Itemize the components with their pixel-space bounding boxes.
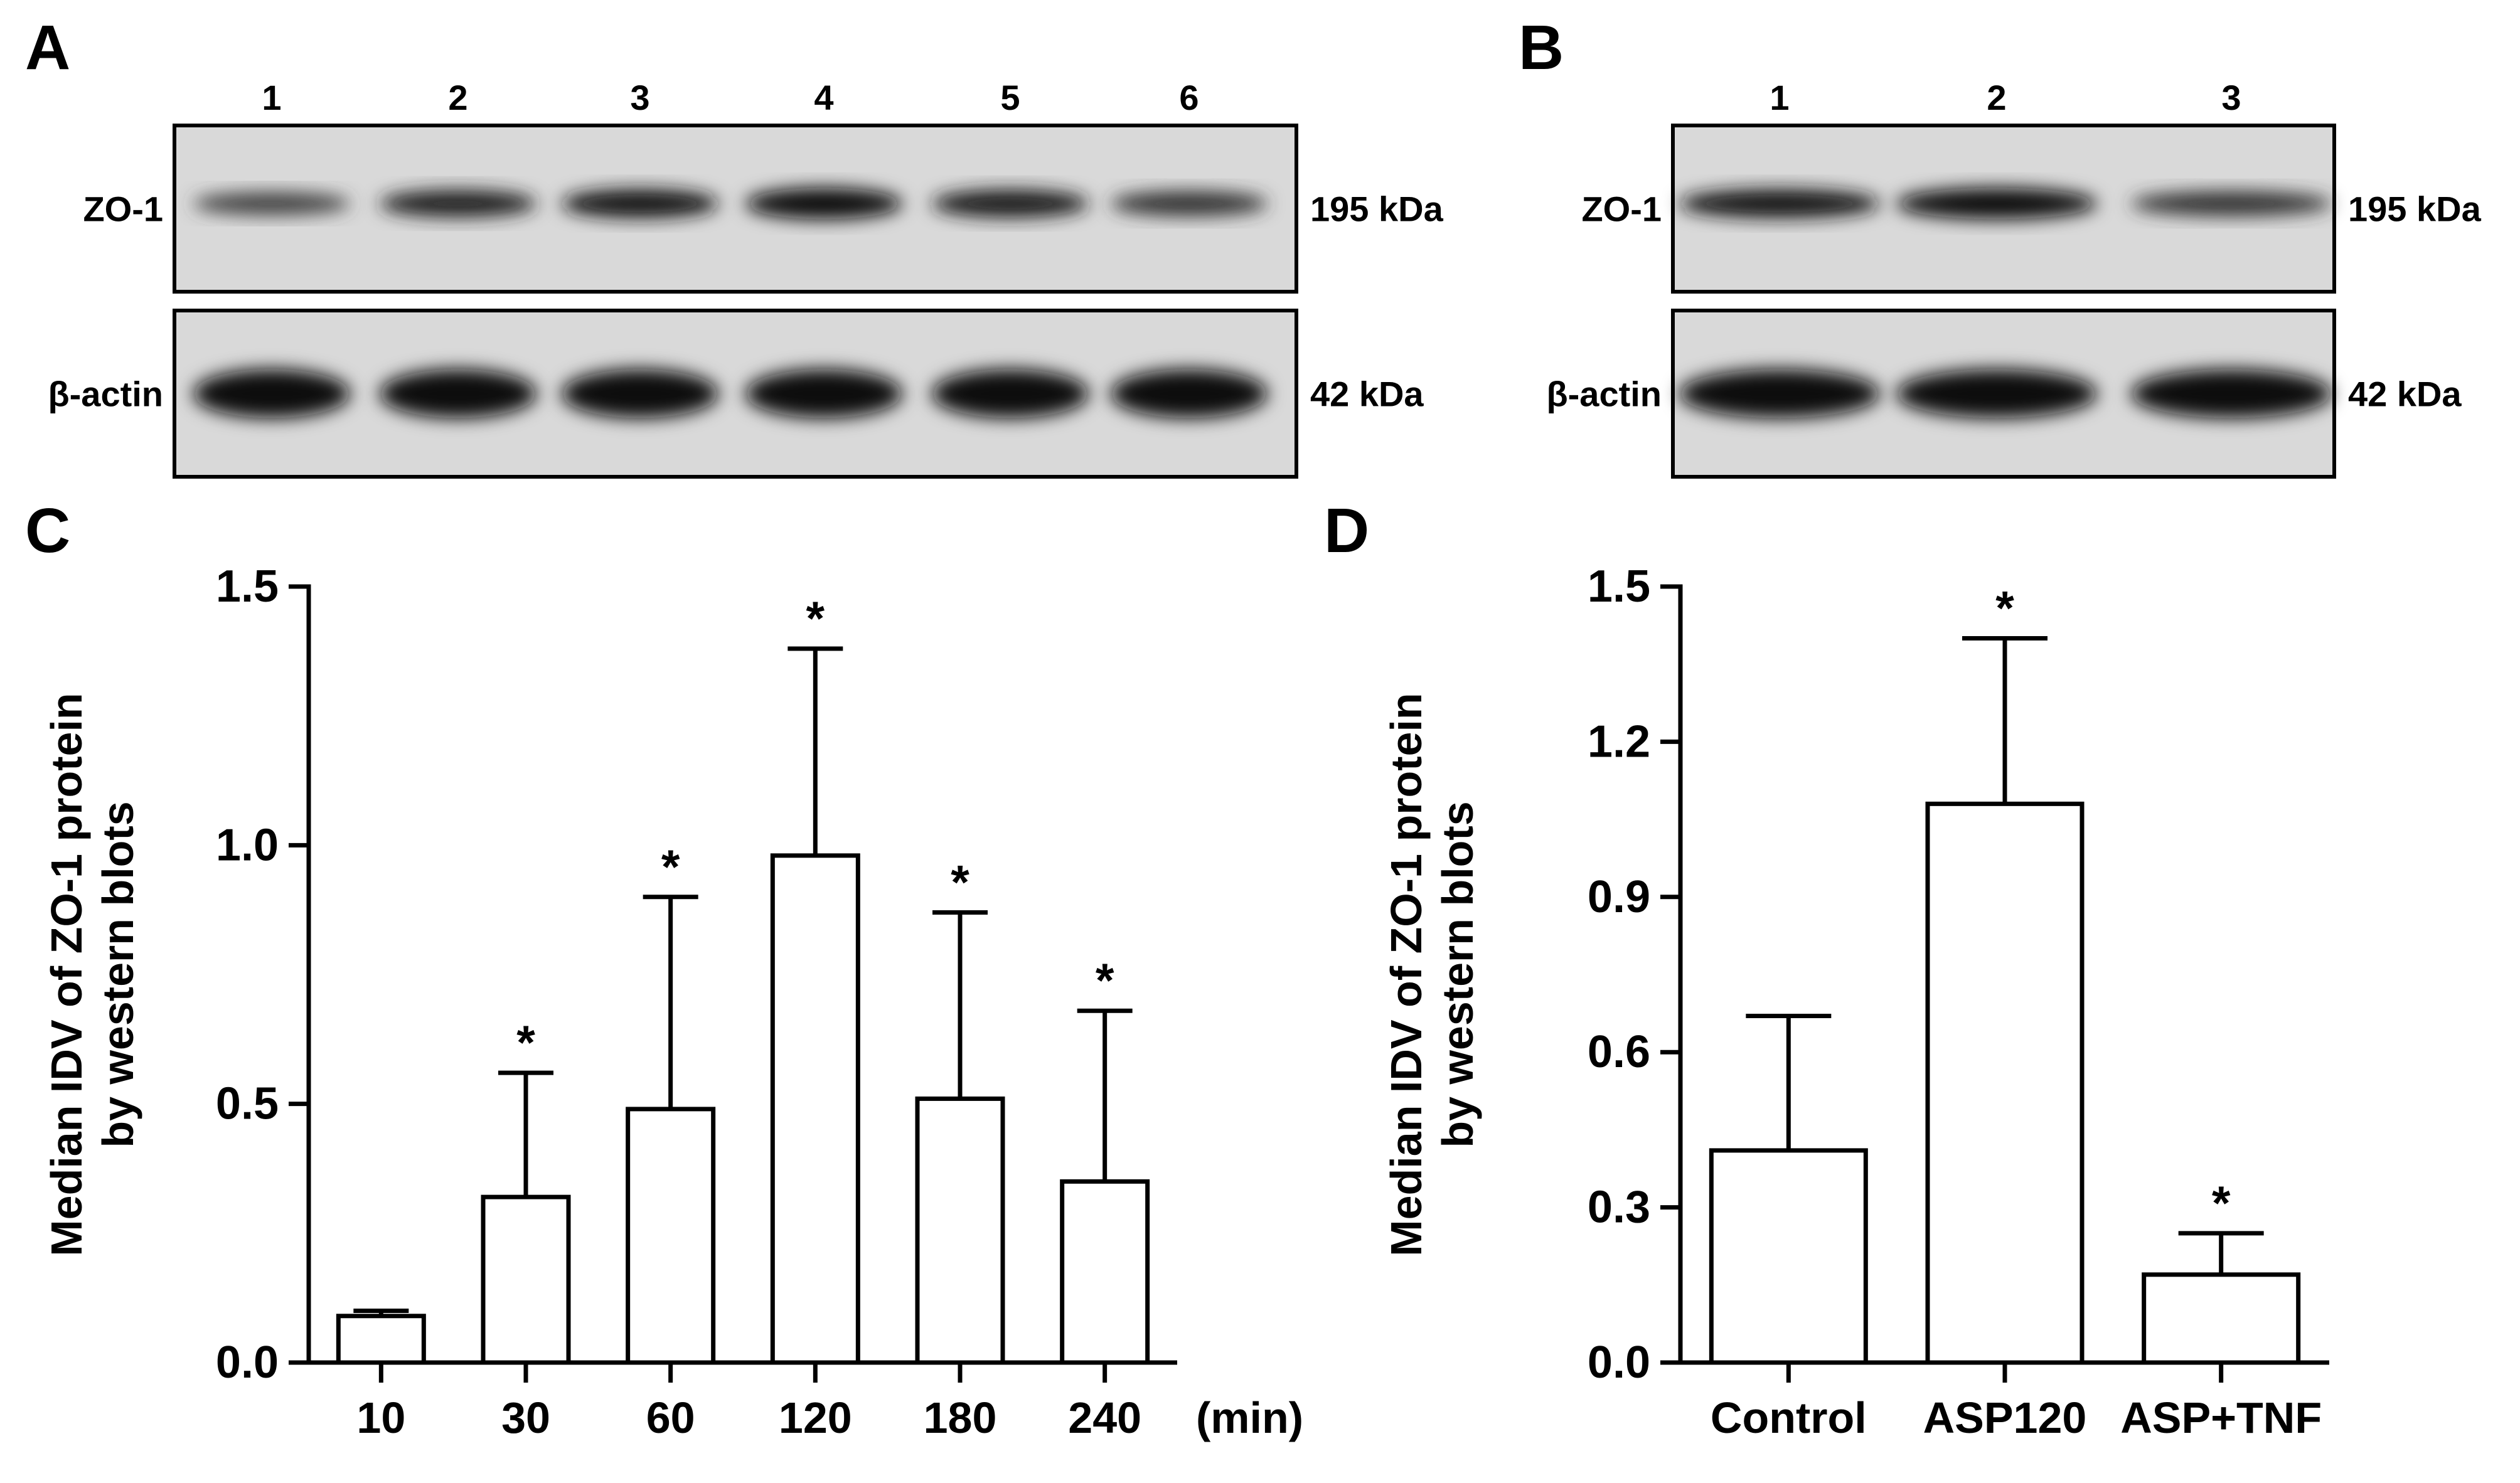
- x-tick-label: ASP120: [1923, 1393, 2087, 1442]
- protein-band: [1896, 188, 2097, 220]
- protein-band: [380, 369, 537, 418]
- blot-membrane: [173, 309, 1298, 479]
- lane-number-label: 3: [2221, 78, 2241, 117]
- bar: [1060, 1179, 1150, 1365]
- protein-band: [2131, 191, 2332, 216]
- x-tick-label: 240: [1068, 1393, 1141, 1442]
- bar: [770, 853, 860, 1365]
- significance-marker: *: [806, 592, 825, 646]
- y-tick-label: 1.5: [216, 561, 279, 612]
- panel-letter-c: C: [25, 496, 70, 566]
- lane-number-label: 2: [1987, 78, 2006, 117]
- x-tick-label: Control: [1711, 1393, 1867, 1442]
- lane-number-label: 4: [814, 78, 833, 117]
- lane-number-label: 6: [1179, 78, 1199, 117]
- protein-band: [193, 192, 350, 215]
- blot-size-label: 42 kDa: [1310, 375, 1424, 414]
- panel-letter-a: A: [25, 13, 70, 83]
- bar: [915, 1096, 1005, 1365]
- blot-protein-label: β-actin: [1546, 375, 1662, 414]
- lane-number-label: 3: [630, 78, 649, 117]
- significance-marker: *: [1096, 954, 1114, 1007]
- protein-band: [932, 189, 1089, 218]
- y-tick-label: 0.6: [1588, 1027, 1650, 1077]
- protein-band: [562, 189, 718, 218]
- y-axis-label: by western blots: [1433, 801, 1482, 1147]
- protein-band: [1679, 189, 1880, 218]
- protein-band: [562, 369, 718, 418]
- protein-band: [1111, 191, 1268, 216]
- y-axis-label: by western blots: [93, 801, 142, 1147]
- significance-marker: *: [516, 1016, 535, 1070]
- protein-band: [2131, 369, 2332, 418]
- blot-size-label: 195 kDa: [1310, 189, 1444, 229]
- panel-letter-d: D: [1324, 496, 1369, 566]
- protein-band: [1679, 369, 1880, 418]
- western-blot-a: 1 2 3 4 5 6 ZO-1 195 kDa β-actin 42 kDa: [48, 78, 1444, 479]
- bar: [336, 1314, 426, 1365]
- y-axis-label: Median IDV of ZO-1 protein: [42, 693, 91, 1256]
- protein-band: [1111, 369, 1268, 418]
- y-tick-label: 1.2: [1588, 716, 1650, 767]
- significance-marker: *: [2212, 1177, 2231, 1230]
- bar: [626, 1107, 716, 1365]
- protein-band: [932, 369, 1089, 418]
- x-tick-label: 30: [501, 1393, 550, 1442]
- blot-protein-label: β-actin: [48, 375, 163, 414]
- x-tick-label: 10: [356, 1393, 405, 1442]
- y-tick-label: 0.0: [1588, 1337, 1650, 1388]
- blot-size-label: 42 kDa: [2348, 375, 2462, 414]
- bar: [1925, 801, 2085, 1365]
- blot-size-label: 195 kDa: [2348, 189, 2482, 229]
- bar: [481, 1194, 571, 1365]
- significance-marker: *: [951, 856, 969, 910]
- y-tick-label: 0.5: [216, 1079, 279, 1129]
- protein-band: [1896, 369, 2097, 418]
- blot-protein-label: ZO-1: [1581, 189, 1662, 229]
- y-tick-label: 0.3: [1588, 1183, 1650, 1233]
- y-tick-label: 1.5: [1588, 561, 1650, 612]
- bar: [2142, 1272, 2301, 1365]
- x-tick-label: ASP+TNF: [2120, 1393, 2322, 1442]
- y-tick-label: 0.0: [216, 1337, 279, 1388]
- blot-membrane: [173, 124, 1298, 294]
- protein-band: [745, 188, 902, 220]
- lane-number-label: 2: [448, 78, 467, 117]
- lane-number-label: 1: [262, 78, 281, 117]
- y-axis-label: Median IDV of ZO-1 protein: [1382, 693, 1431, 1256]
- western-blot-b: 1 2 3 ZO-1 195 kDa β-actin 42 kDa: [1546, 78, 2482, 479]
- x-tick-label: 180: [924, 1393, 997, 1442]
- panel-letter-b: B: [1519, 13, 1564, 83]
- blot-protein-label: ZO-1: [83, 189, 163, 229]
- x-tick-label: 60: [646, 1393, 695, 1442]
- bar: [1709, 1148, 1868, 1365]
- y-tick-label: 0.9: [1588, 872, 1650, 922]
- protein-band: [380, 189, 537, 218]
- x-tick-label: 120: [779, 1393, 852, 1442]
- protein-band: [193, 369, 350, 418]
- bar-chart-c: 0.0 0.5 1.0 1.5 Median IDV of ZO-1 protein by…: [42, 561, 1303, 1442]
- y-tick-label: 1.0: [216, 820, 279, 870]
- x-axis-unit-label: (min): [1196, 1393, 1303, 1442]
- significance-marker: *: [1995, 582, 2014, 635]
- significance-marker: *: [661, 841, 680, 894]
- lane-number-label: 5: [1000, 78, 1020, 117]
- bar-chart-d: 0.0 0.3 0.6 0.9 1.2 1.5 Median IDV of ZO-1 pro…: [1382, 561, 2329, 1442]
- lane-number-label: 1: [1770, 78, 1789, 117]
- protein-band: [745, 369, 902, 418]
